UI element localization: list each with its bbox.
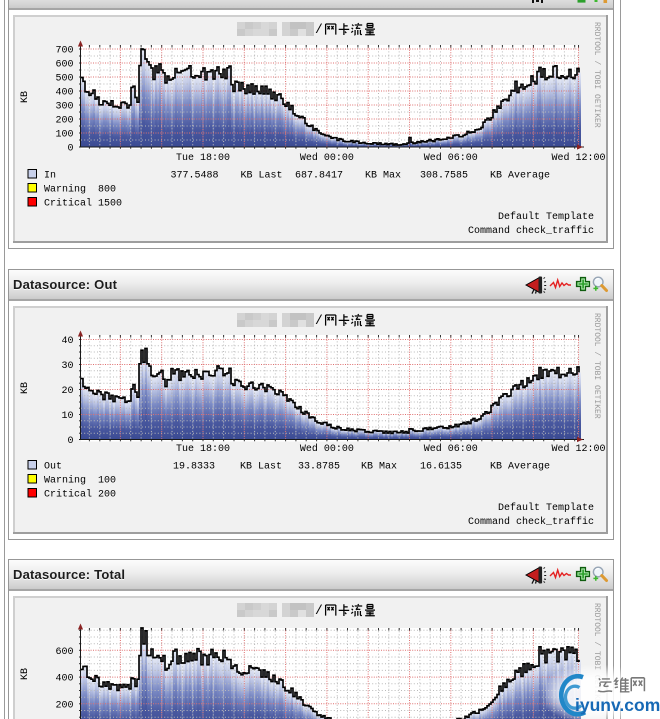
svg-text:Default Template: Default Template [498, 211, 594, 223]
svg-text:687.8417: 687.8417 [295, 171, 343, 182]
svg-text:33.8785: 33.8785 [298, 462, 340, 473]
svg-text:Wed 00:00: Wed 00:00 [300, 443, 354, 455]
svg-text:Wed 12:00: Wed 12:00 [551, 443, 605, 455]
svg-text:800: 800 [98, 185, 116, 196]
svg-text:377.5488: 377.5488 [171, 171, 219, 182]
svg-text:600: 600 [55, 647, 73, 658]
svg-text:200: 200 [98, 490, 116, 501]
svg-text:40: 40 [61, 336, 73, 347]
svg-text:600: 600 [55, 60, 73, 71]
svg-text:Critical: Critical [44, 198, 92, 210]
svg-text:400: 400 [55, 88, 73, 99]
svg-text:Command check_traffic: Command check_traffic [468, 225, 594, 237]
svg-text:KB Average: KB Average [490, 171, 550, 182]
svg-text:20: 20 [61, 386, 73, 397]
svg-text:Tue 18:00: Tue 18:00 [176, 153, 230, 164]
svg-text:Default Template: Default Template [498, 502, 594, 514]
svg-text:iyunv.com: iyunv.com [575, 695, 660, 715]
svg-text:Critical: Critical [44, 489, 92, 501]
svg-text:Wed 06:00: Wed 06:00 [424, 152, 478, 164]
svg-text:Warning: Warning [44, 475, 86, 487]
svg-text:KB Max: KB Max [365, 171, 401, 182]
svg-text:Wed 06:00: Wed 06:00 [424, 443, 478, 455]
svg-text:In: In [44, 171, 56, 182]
svg-text:10: 10 [61, 411, 73, 422]
svg-text:/: / [315, 603, 323, 618]
svg-text:200: 200 [55, 700, 73, 711]
svg-text:Tue 18:00: Tue 18:00 [176, 444, 230, 455]
svg-text:KB Last: KB Last [241, 171, 283, 182]
svg-text:30: 30 [61, 361, 73, 372]
svg-text:308.7585: 308.7585 [420, 171, 468, 182]
svg-text:KB Last: KB Last [240, 462, 282, 473]
svg-text:500: 500 [55, 74, 73, 85]
svg-text:0: 0 [67, 144, 73, 155]
svg-text:RRDTOOL / TOBI OETIKER: RRDTOOL / TOBI OETIKER [592, 603, 601, 709]
svg-text:19.8333: 19.8333 [173, 462, 215, 473]
svg-text:100: 100 [55, 130, 73, 141]
svg-text:KB: KB [20, 668, 31, 680]
svg-text:16.6135: 16.6135 [420, 462, 462, 473]
svg-text:RRDTOOL / TOBI OETIKER: RRDTOOL / TOBI OETIKER [592, 22, 601, 128]
svg-text:KB Average: KB Average [490, 462, 550, 473]
svg-text:RRDTOOL / TOBI OETIKER: RRDTOOL / TOBI OETIKER [592, 313, 601, 419]
svg-text:1500: 1500 [98, 199, 122, 210]
svg-text:KB: KB [20, 91, 31, 103]
svg-text:0: 0 [67, 436, 73, 447]
svg-text:KB Max: KB Max [361, 462, 397, 473]
svg-text:Warning: Warning [44, 184, 86, 196]
svg-text:Out: Out [44, 462, 62, 473]
svg-text:100: 100 [98, 476, 116, 487]
svg-text:400: 400 [55, 674, 73, 685]
svg-text:300: 300 [55, 102, 73, 113]
svg-text:700: 700 [55, 46, 73, 57]
svg-text:200: 200 [55, 116, 73, 127]
svg-text:Wed 12:00: Wed 12:00 [551, 152, 605, 164]
svg-text:Command check_traffic: Command check_traffic [468, 516, 594, 528]
svg-text:/: / [315, 313, 323, 328]
svg-text:Wed 00:00: Wed 00:00 [300, 152, 354, 164]
svg-text:/: / [315, 22, 323, 37]
svg-text:KB: KB [20, 382, 31, 394]
